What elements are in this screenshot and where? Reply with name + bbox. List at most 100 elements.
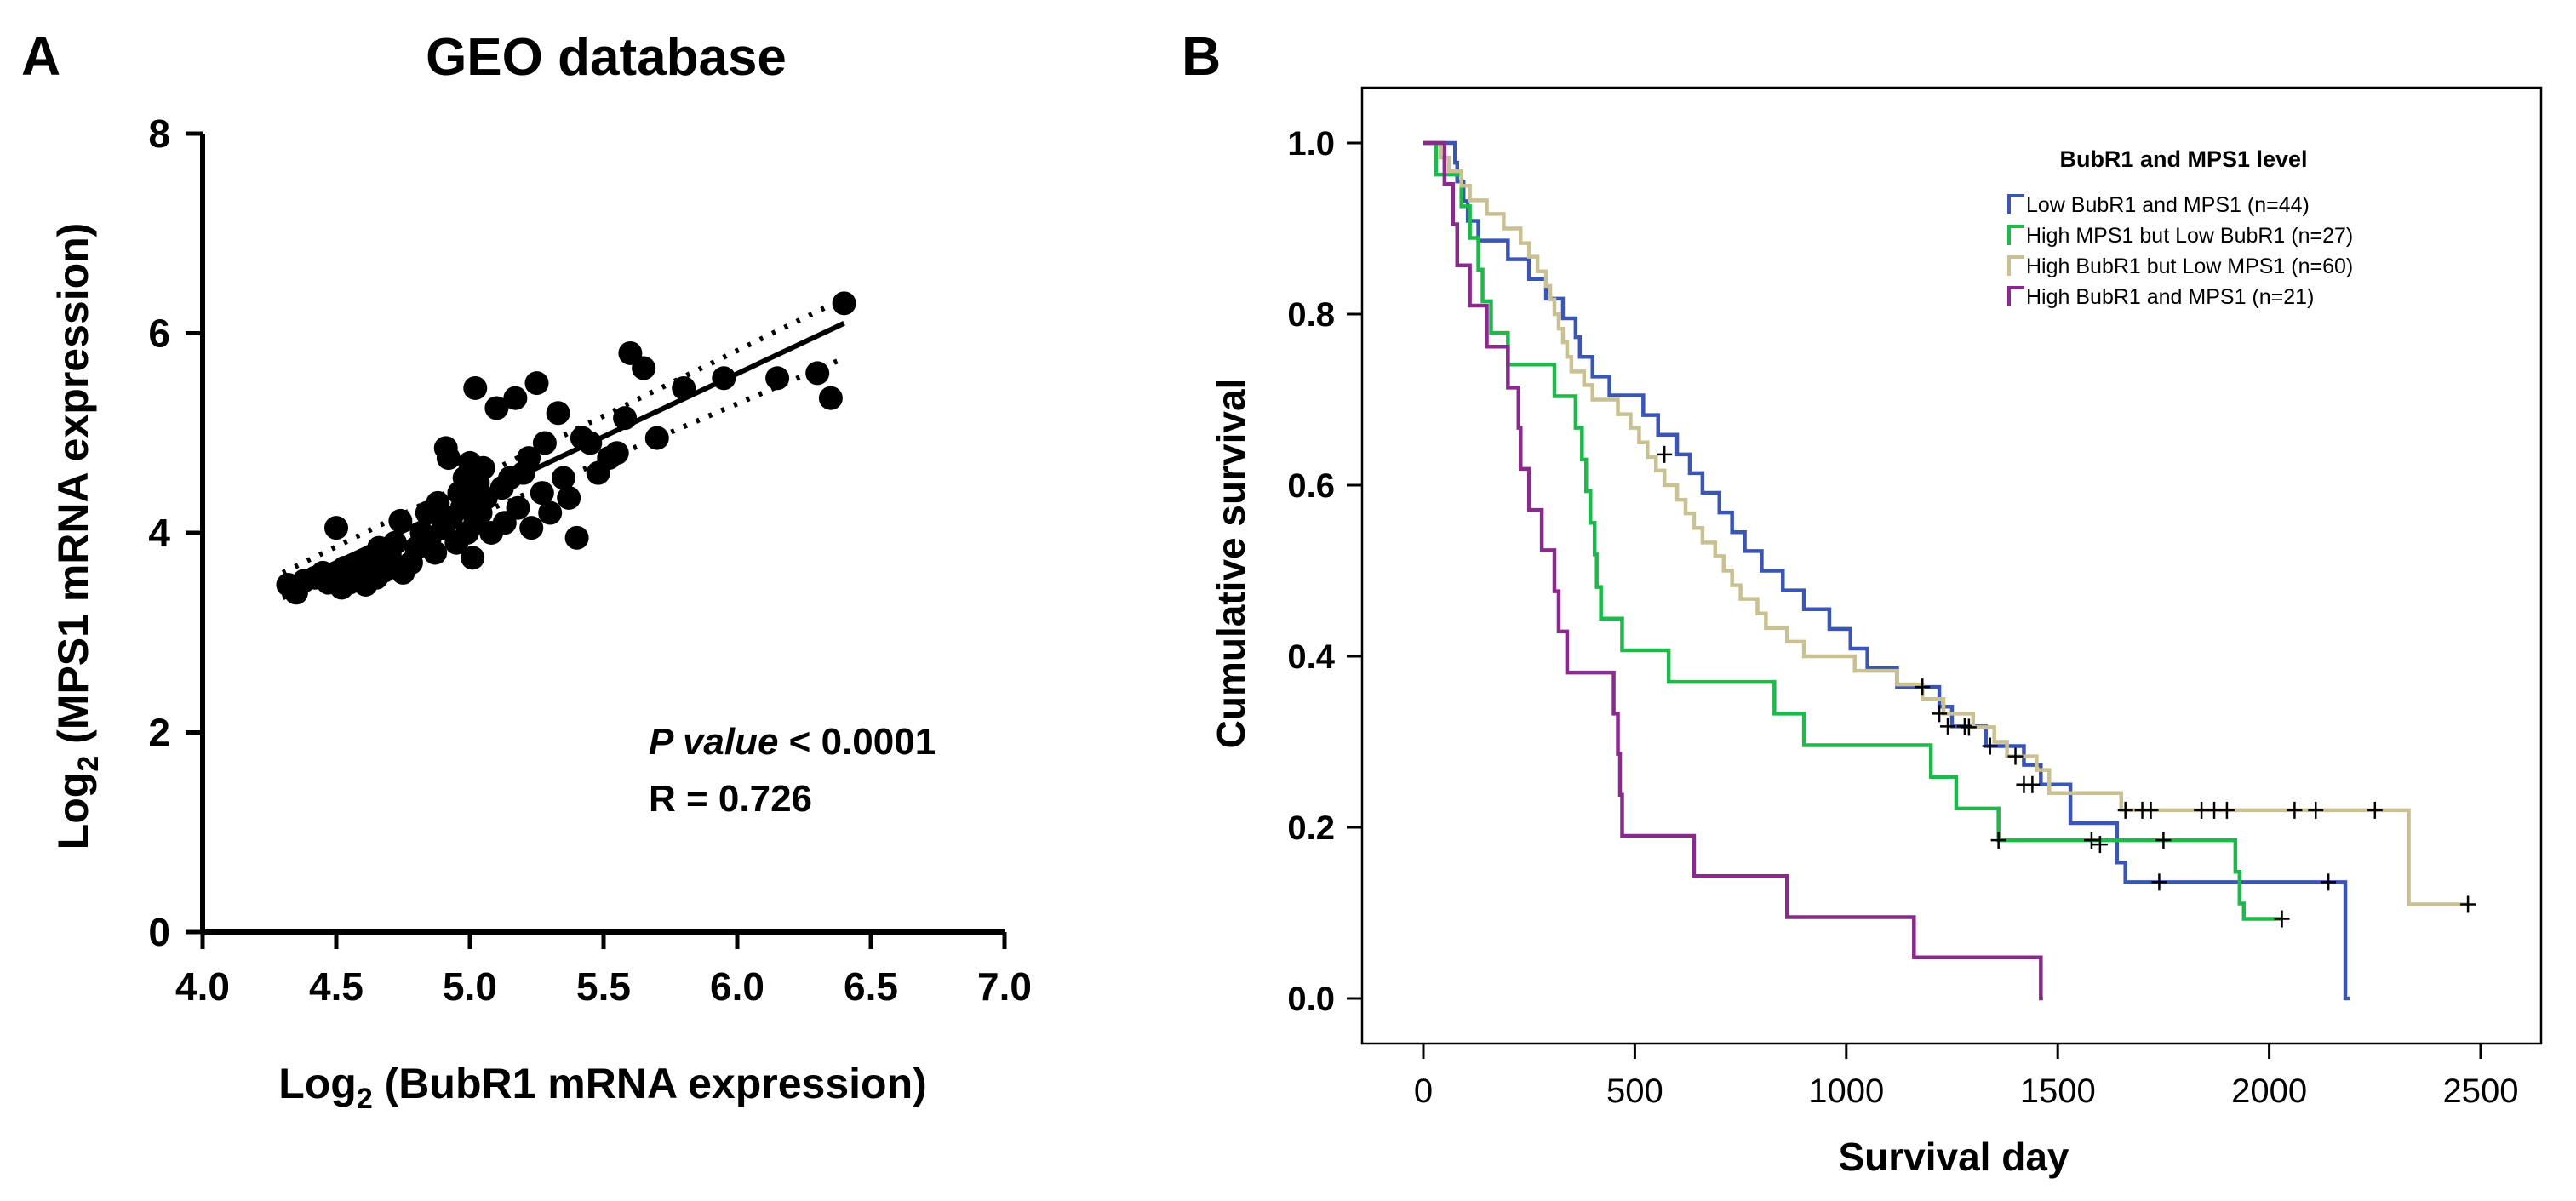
censor-mark-1-1 xyxy=(2083,832,2099,849)
y-tick-label-3: 0.6 xyxy=(1287,467,1335,505)
y-tick-label-4: 0.8 xyxy=(1287,296,1335,334)
censor-mark-2-9 xyxy=(2287,801,2303,819)
y-tick-label-0: 0.0 xyxy=(1287,981,1335,1018)
x-ticks: 0 500 1000 1500 2000 2500 xyxy=(1414,1044,2519,1110)
data-point-47 xyxy=(484,396,509,420)
censor-mark-2-12 xyxy=(2460,895,2476,913)
data-point-59 xyxy=(538,500,563,525)
y-ticks: 0.0 0.2 0.4 0.6 0.8 1.0 xyxy=(1287,125,1362,1018)
legend-entry-0: Low BubR1 and MPS1 (n=44) xyxy=(2007,193,2310,217)
survival-curve-3 xyxy=(1423,140,2043,1001)
y-tick-label-1: 2 xyxy=(148,711,170,755)
data-point-61 xyxy=(551,466,575,490)
y-tick-label-4: 8 xyxy=(148,112,170,156)
censor-mark-2-0 xyxy=(1932,705,1948,723)
data-point-62 xyxy=(557,485,581,510)
censor-mark-0-6 xyxy=(2024,775,2041,793)
legend-entries: Low BubR1 and MPS1 (n=44) High MPS1 but L… xyxy=(2007,193,2353,309)
survival-curve-1 xyxy=(1423,140,2282,921)
x-tick-label-2: 1000 xyxy=(1808,1072,1884,1110)
regression-lines xyxy=(281,295,845,600)
data-point-6 xyxy=(324,516,348,540)
y-axis-label-subscript: 2 xyxy=(72,756,105,772)
scatter-points xyxy=(276,291,856,605)
y-axis-label-text: (MPS1 mRNA expression) xyxy=(49,223,97,756)
data-point-55 xyxy=(519,516,544,540)
x-axis-label: Log2 (BubR1 mRNA expression) xyxy=(278,1060,927,1115)
data-point-26 xyxy=(423,540,448,565)
y-tick-label-1: 0.2 xyxy=(1287,809,1335,847)
y-tick-label-3: 6 xyxy=(148,312,170,356)
x-axis-label-subscript: 2 xyxy=(357,1083,373,1115)
x-tick-label-4: 6.0 xyxy=(710,964,764,1009)
p-value-annotation: P value < 0.0001 xyxy=(649,721,936,763)
data-point-54 xyxy=(517,446,541,471)
data-point-58 xyxy=(532,431,557,455)
survival-curve-2 xyxy=(1423,140,2469,906)
survival-curves xyxy=(1423,140,2469,1001)
censor-mark-1-2 xyxy=(2155,832,2172,849)
censor-mark-0-4 xyxy=(1982,737,1998,755)
censor-mark-0-9 xyxy=(2321,873,2337,891)
data-point-51 xyxy=(503,386,528,410)
x-tick-label-1: 4.5 xyxy=(309,964,364,1009)
plot-frame xyxy=(1360,86,2543,1045)
censor-marks xyxy=(1657,445,2476,928)
y-tick-label-0: 0 xyxy=(148,910,170,954)
x-tick-label-1: 500 xyxy=(1606,1072,1663,1110)
censor-mark-2-11 xyxy=(2367,801,2383,819)
panel-b: B 0 500 1000 1500 2000 2500 0.0 0.2 0.4 0.6 0.8 1.… xyxy=(1182,26,2543,1179)
data-point-75 xyxy=(765,366,790,391)
r-value-annotation: R = 0.726 xyxy=(649,778,812,820)
legend-entry-3: High BubR1 and MPS1 (n=21) xyxy=(2007,285,2314,309)
censor-mark-0-0 xyxy=(1657,445,1673,463)
censor-mark-2-1 xyxy=(1961,718,1977,736)
p-value-label: P value xyxy=(649,721,778,763)
data-point-71 xyxy=(632,356,656,380)
data-point-63 xyxy=(564,525,589,550)
x-axis-label: Survival day xyxy=(1838,1135,2069,1179)
y-axis-label: Log2 (MPS1 mRNA expression) xyxy=(49,223,105,850)
censor-mark-0-2 xyxy=(1940,718,1956,735)
chart-title: GEO database xyxy=(426,28,787,87)
data-point-44 xyxy=(471,455,495,480)
y-axis-label-prefix: Log xyxy=(49,772,97,850)
data-point-40 xyxy=(463,375,488,400)
censor-mark-2-5 xyxy=(2143,801,2159,819)
x-tick-label-0: 0 xyxy=(1414,1072,1433,1110)
legend-swatch-1 xyxy=(2007,225,2024,245)
p-value-text: < 0.0001 xyxy=(778,721,936,763)
legend-title: BubR1 and MPS1 level xyxy=(2059,146,2307,172)
censor-mark-1-0 xyxy=(1990,832,2006,849)
legend-entry-2: High BubR1 but Low MPS1 (n=60) xyxy=(2007,254,2353,278)
legend-swatch-2 xyxy=(2007,255,2024,276)
x-axis-label-prefix: Log xyxy=(278,1060,357,1107)
data-point-68 xyxy=(604,441,629,466)
legend-entry-1: High MPS1 but Low BubR1 (n=27) xyxy=(2007,224,2353,248)
regression-line xyxy=(281,321,845,591)
y-ticks: 0 2 4 6 8 xyxy=(148,112,203,954)
data-point-60 xyxy=(546,401,570,426)
censor-mark-0-7 xyxy=(2092,836,2108,854)
y-tick-label-5: 1.0 xyxy=(1287,125,1335,163)
data-point-77 xyxy=(818,386,843,410)
legend-label-0: Low BubR1 and MPS1 (n=44) xyxy=(2026,193,2310,217)
data-point-78 xyxy=(832,291,856,316)
y-tick-label-2: 4 xyxy=(148,511,170,555)
legend-label-1: High MPS1 but Low BubR1 (n=27) xyxy=(2026,224,2353,248)
censor-mark-1-3 xyxy=(2274,910,2290,928)
x-tick-label-2: 5.0 xyxy=(443,964,497,1009)
x-tick-label-5: 2500 xyxy=(2443,1072,2519,1110)
y-tick-label-2: 0.4 xyxy=(1287,638,1335,676)
data-point-30 xyxy=(436,446,461,471)
data-point-72 xyxy=(644,426,669,450)
confidence-band-upper xyxy=(281,295,845,575)
x-tick-label-0: 4.0 xyxy=(175,964,230,1009)
legend-label-2: High BubR1 but Low MPS1 (n=60) xyxy=(2026,254,2353,278)
x-tick-label-5: 6.5 xyxy=(844,964,898,1009)
panel-letter-a: A xyxy=(21,26,60,87)
legend-swatch-0 xyxy=(2007,194,2024,214)
panel-a: A GEO database 4.0 4.5 5.0 5.5 6.0 6.5 7.0 0 2 4… xyxy=(21,26,1032,1115)
survival-curve-0 xyxy=(1423,140,2350,1001)
